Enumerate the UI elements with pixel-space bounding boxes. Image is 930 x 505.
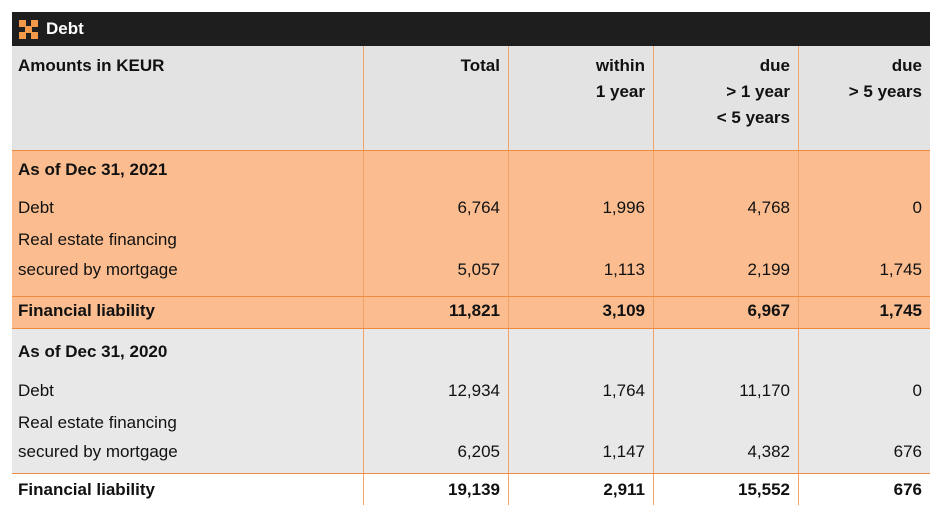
total-value: 3,109 xyxy=(602,301,645,320)
total-value: 11,821 xyxy=(448,301,500,320)
cell-value: 12,934 xyxy=(448,381,500,400)
total-label: Financial liability xyxy=(18,301,155,320)
cell-value: 676 xyxy=(893,442,922,461)
cell-value: 0 xyxy=(912,381,922,400)
cell-value: 11,170 xyxy=(739,381,790,400)
cell-value: 5,057 xyxy=(457,260,500,279)
column-header: Total xyxy=(460,56,500,75)
row-label: secured by mortgage xyxy=(18,260,178,279)
column-line xyxy=(653,46,654,505)
cell-value: 1,764 xyxy=(602,381,645,400)
row-line xyxy=(12,473,930,474)
row-label: Real estate financing xyxy=(18,413,177,432)
row-label: Debt xyxy=(18,198,54,217)
column-line xyxy=(363,46,364,505)
total-value: 2,911 xyxy=(603,480,645,499)
column-header: within xyxy=(595,56,645,75)
cell-value: 2,199 xyxy=(747,260,790,279)
column-line xyxy=(508,46,509,505)
total-row xyxy=(12,296,930,328)
column-header: > 5 years xyxy=(848,82,922,101)
cell-value: 4,768 xyxy=(747,198,790,217)
section-heading: As of Dec 31, 2021 xyxy=(18,160,168,179)
title: Debt xyxy=(46,19,84,38)
column-header: due xyxy=(759,56,790,75)
row-line xyxy=(12,328,930,329)
header-row xyxy=(12,46,930,150)
icon-graphic xyxy=(19,20,38,39)
cell-value: 0 xyxy=(912,198,922,217)
cell-value: 1,745 xyxy=(879,260,922,279)
cell-value: 1,147 xyxy=(602,442,645,461)
column-header: 1 year xyxy=(595,82,645,101)
cell-value: 4,382 xyxy=(747,442,790,461)
section-body xyxy=(12,150,930,296)
cell-value: 1,113 xyxy=(603,260,645,279)
total-row xyxy=(12,473,930,505)
row-label: secured by mortgage xyxy=(18,442,178,461)
column-header: Amounts in KEUR xyxy=(18,56,165,75)
column-line xyxy=(798,46,799,505)
icon xyxy=(19,20,38,39)
cell-value: 1,996 xyxy=(602,198,645,217)
cell-value: 6,764 xyxy=(457,198,500,217)
column-header: due xyxy=(891,56,922,75)
column-header: < 5 years xyxy=(716,108,790,127)
total-label: Financial liability xyxy=(18,480,155,499)
row-line xyxy=(12,296,930,297)
total-value: 19,139 xyxy=(448,480,500,499)
section-body xyxy=(12,328,930,473)
row-label: Debt xyxy=(18,381,54,400)
total-value: 676 xyxy=(893,480,922,499)
cell-value: 6,205 xyxy=(457,442,500,461)
row-label: Real estate financing xyxy=(18,230,177,249)
section-heading: As of Dec 31, 2020 xyxy=(18,342,168,361)
total-value: 6,967 xyxy=(747,301,790,320)
total-value: 15,552 xyxy=(738,480,790,499)
column-header: > 1 year xyxy=(726,82,790,101)
title-bar xyxy=(12,12,930,46)
total-value: 1,745 xyxy=(879,301,922,320)
row-line xyxy=(12,150,930,151)
